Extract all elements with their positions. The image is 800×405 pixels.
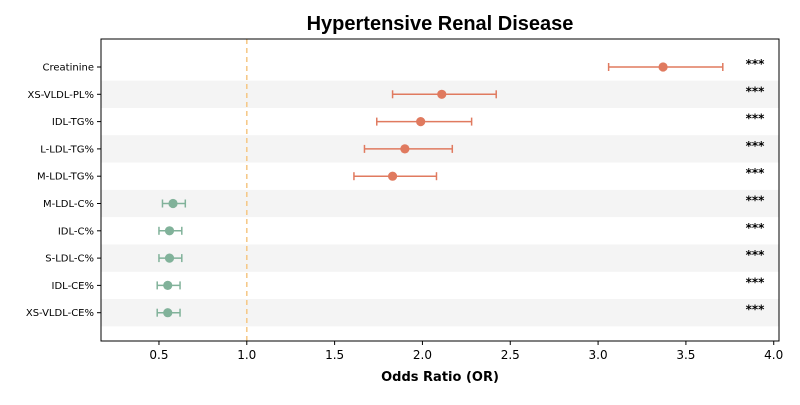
ci-row [158, 253, 183, 263]
ci-row [391, 89, 497, 99]
x-tick-label: 0.5 [149, 348, 168, 362]
x-tick-label: 2.0 [413, 348, 432, 362]
ci-row [607, 62, 724, 72]
y-tick-label: IDL-CE% [52, 281, 94, 292]
x-tick-label: 2.5 [501, 348, 520, 362]
significance-label: *** [746, 221, 766, 235]
or-point [437, 89, 447, 99]
ci-row [156, 280, 181, 290]
significance-label: *** [746, 248, 766, 262]
plot-frame [100, 38, 780, 342]
row-band [101, 299, 779, 327]
ci-row [363, 144, 454, 154]
row-bands [101, 80, 779, 327]
or-point [163, 308, 173, 318]
or-point [164, 253, 175, 263]
significance-label: *** [746, 194, 766, 208]
significance-label: *** [746, 57, 766, 71]
significance-label: *** [746, 303, 766, 317]
y-tick-labels: Creatinine XS-VLDL-PL% IDL-TG% L-LDL-TG% M-L… [26, 63, 101, 319]
y-tick-label: XS-VLDL-PL% [28, 90, 94, 101]
or-point [400, 144, 410, 154]
y-tick-label: S-LDL-C% [45, 254, 94, 265]
y-tick-label: IDL-TG% [52, 117, 94, 128]
significance-labels: *** *** *** *** *** *** *** *** *** *** [746, 57, 766, 317]
x-tick-label: 3.5 [676, 348, 695, 362]
y-tick-label: M-LDL-TG% [37, 172, 94, 183]
significance-label: *** [746, 166, 766, 180]
significance-label: *** [746, 139, 766, 153]
ci-row [156, 308, 181, 318]
or-point [164, 226, 175, 236]
row-band [101, 189, 779, 218]
ci-row [376, 117, 473, 127]
x-tick-label: 4.0 [764, 348, 783, 362]
y-tick-label: L-LDL-TG% [40, 144, 94, 155]
y-tick-label: Creatinine [43, 63, 94, 74]
ci-row [353, 171, 438, 181]
x-tick-label: 1.0 [237, 348, 256, 362]
y-tick-label: XS-VLDL-CE% [26, 308, 94, 319]
x-tick-label: 1.5 [325, 348, 344, 362]
y-tick-label: IDL-C% [58, 226, 94, 237]
or-point [658, 62, 668, 72]
row-band [101, 244, 779, 272]
x-tick-label: 3.0 [589, 348, 608, 362]
ci-row [158, 226, 183, 236]
significance-label: *** [746, 275, 766, 289]
or-point [168, 198, 178, 209]
significance-label: *** [746, 84, 766, 98]
ci-row [161, 198, 187, 209]
significance-label: *** [746, 112, 766, 126]
chart-title: Hypertensive Renal Disease [307, 13, 574, 35]
y-tick-label: M-LDL-C% [43, 199, 94, 210]
x-axis-label: Odds Ratio (OR) [381, 370, 499, 385]
or-point [416, 117, 426, 127]
or-point [163, 280, 173, 290]
ci-marks [156, 62, 724, 318]
or-point [387, 171, 398, 181]
x-tick-labels: 0.5 1.0 1.5 2.0 2.5 3.0 3.5 4.0 [149, 341, 783, 362]
